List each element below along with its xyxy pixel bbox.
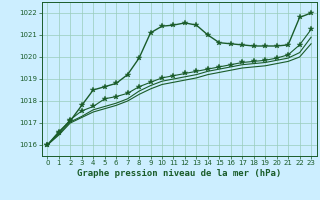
- X-axis label: Graphe pression niveau de la mer (hPa): Graphe pression niveau de la mer (hPa): [77, 169, 281, 178]
